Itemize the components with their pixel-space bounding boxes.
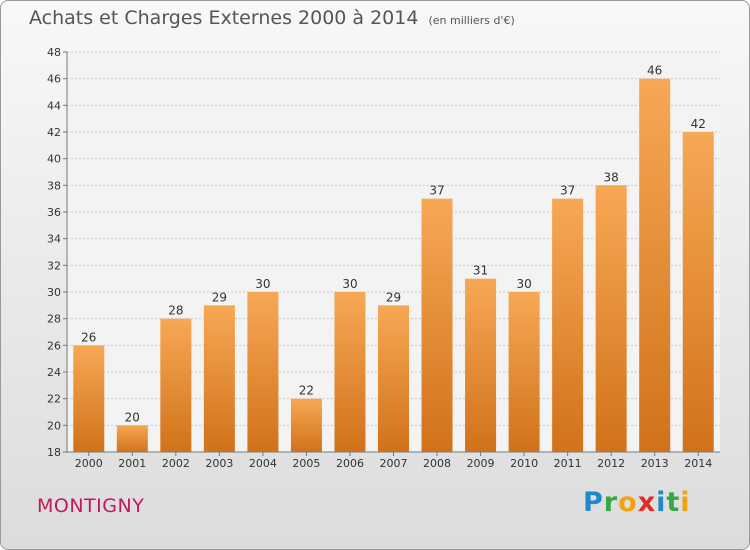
- x-tick-label: 2005: [292, 457, 320, 470]
- x-tick-label: 2014: [684, 457, 712, 470]
- bar: [508, 292, 540, 452]
- commune-name: MONTIGNY: [37, 495, 145, 517]
- logo-letter: o: [618, 487, 638, 518]
- y-tick-label: 40: [47, 153, 61, 166]
- x-tick-label: 2011: [554, 457, 582, 470]
- x-tick-label: 2009: [467, 457, 495, 470]
- y-tick-label: 46: [47, 73, 61, 86]
- bar: [421, 198, 453, 452]
- bar: [334, 292, 366, 452]
- logo-letter: i: [656, 487, 667, 518]
- y-tick-label: 38: [47, 179, 61, 192]
- data-label: 37: [429, 184, 444, 198]
- y-tick-label: 30: [47, 286, 61, 299]
- bar: [552, 198, 584, 452]
- y-tick-label: 18: [47, 446, 61, 459]
- x-tick-label: 2012: [597, 457, 625, 470]
- x-tick-label: 2010: [510, 457, 538, 470]
- data-label: 42: [691, 117, 706, 131]
- y-tick-label: 42: [47, 126, 61, 139]
- y-tick-label: 28: [47, 313, 61, 326]
- data-label: 29: [386, 290, 401, 304]
- x-tick-label: 2001: [118, 457, 146, 470]
- logo-letter: P: [583, 487, 604, 518]
- logo-letter: t: [666, 487, 681, 518]
- bar: [682, 132, 714, 452]
- bar: [160, 318, 192, 452]
- bar: [116, 425, 148, 452]
- data-label: 30: [516, 277, 531, 291]
- data-label: 28: [168, 304, 183, 318]
- y-tick-label: 24: [47, 366, 61, 379]
- logo-letter: i: [680, 487, 691, 518]
- bar: [73, 345, 105, 452]
- y-tick-label: 44: [47, 99, 61, 112]
- y-tick-label: 48: [47, 46, 61, 59]
- data-label: 30: [342, 277, 357, 291]
- x-tick-label: 2003: [205, 457, 233, 470]
- chart-title-block: Achats et Charges Externes 2000 à 2014 (e…: [29, 7, 515, 29]
- x-tick-label: 2007: [380, 457, 408, 470]
- bar: [247, 292, 279, 452]
- bar: [465, 278, 497, 452]
- y-tick-label: 32: [47, 259, 61, 272]
- data-label: 38: [604, 170, 619, 184]
- x-tick-label: 2000: [75, 457, 103, 470]
- logo-letter: x: [637, 487, 657, 518]
- data-label: 22: [299, 384, 314, 398]
- bar: [595, 185, 627, 453]
- data-label: 26: [81, 330, 96, 344]
- data-label: 20: [125, 410, 140, 424]
- x-tick-label: 2013: [641, 457, 669, 470]
- bar: [639, 78, 671, 453]
- x-tick-label: 2006: [336, 457, 364, 470]
- bar: [378, 305, 409, 452]
- y-tick-label: 36: [47, 206, 61, 219]
- x-tick-label: 2002: [162, 457, 190, 470]
- y-tick-label: 26: [47, 339, 61, 352]
- logo-letter: r: [603, 487, 619, 518]
- proxiti-logo: Proxiti: [583, 487, 691, 518]
- data-label: 29: [212, 290, 227, 304]
- data-label: 31: [473, 264, 488, 278]
- bar: [203, 305, 235, 452]
- bar: [290, 398, 322, 452]
- chart-unit: (en milliers d'€): [428, 14, 515, 27]
- data-label: 30: [255, 277, 270, 291]
- chart-title: Achats et Charges Externes 2000 à 2014: [29, 7, 419, 29]
- x-tick-label: 2008: [423, 457, 451, 470]
- y-tick-label: 34: [47, 233, 61, 246]
- data-label: 37: [560, 184, 575, 198]
- y-tick-label: 22: [47, 393, 61, 406]
- x-tick-label: 2004: [249, 457, 277, 470]
- y-tick-label: 20: [47, 419, 61, 432]
- data-label: 46: [647, 64, 662, 78]
